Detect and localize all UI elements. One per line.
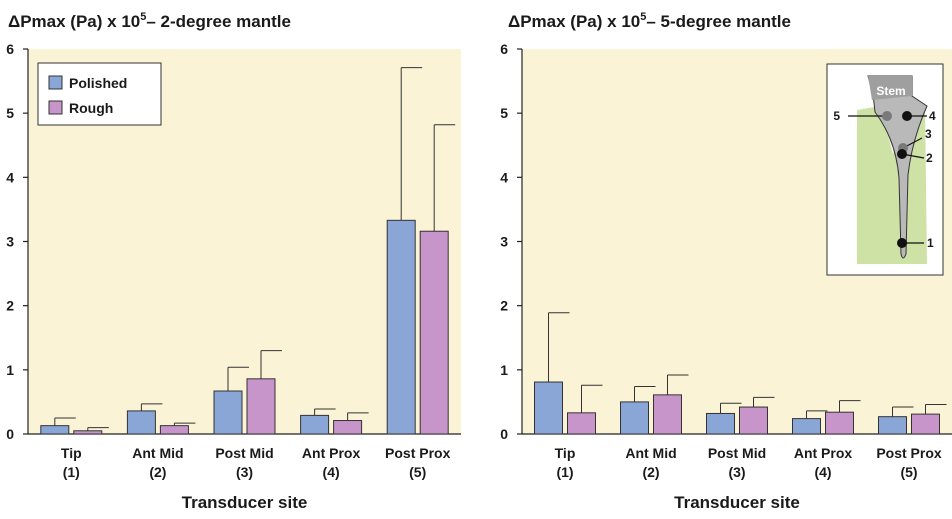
x-tick-sublabel: (1) [63,464,80,480]
stem-inset: Stem 5 4 3 2 1 [826,63,944,276]
y-tick-label: 1 [500,362,508,378]
bar-polished-2 [126,410,156,435]
bar-polished-1 [534,381,563,435]
chart-title-suffix: – 2-degree mantle [146,12,291,31]
y-tick-label: 3 [6,234,14,250]
x-tick-label: Ant Mid [132,445,183,461]
y-tick-label: 6 [6,41,14,57]
inset-stem-top [868,76,912,100]
legend-swatch-rough [48,100,63,115]
y-tick-label: 0 [6,426,14,442]
x-axis-label: Transducer site [182,493,308,512]
bar-polished-5 [878,416,907,435]
y-tick-label: 6 [500,41,508,57]
legend-box [37,62,162,126]
chart-title-sup: 5 [640,11,646,23]
chart-title-suffix: – 5-degree mantle [646,12,791,31]
bar-polished-2 [620,401,649,435]
y-tick-label: 3 [500,234,508,250]
inset-point-label-2: 2 [926,151,933,165]
bar-polished-4 [792,418,821,435]
x-tick-sublabel: (5) [900,464,917,480]
x-tick-sublabel: (3) [728,464,745,480]
x-tick-sublabel: (5) [409,464,426,480]
inset-point-2 [897,149,907,159]
y-tick-label: 0 [500,426,508,442]
y-tick-label: 5 [6,105,14,121]
legend: Polished Rough [37,62,162,126]
inset-point-label-5: 5 [833,109,840,123]
inset-point-label-1: 1 [927,236,934,250]
legend-label-rough: Rough [69,100,113,116]
inset-point-1 [897,238,907,248]
y-tick-label: 2 [500,298,508,314]
bar-rough-5 [419,230,449,435]
chart-title-prefix: ΔPmax (Pa) x 10 [8,12,140,31]
x-tick-label: Tip [61,445,82,461]
x-tick-label: Tip [555,445,576,461]
inset-point-label-4: 4 [929,109,936,123]
bar-rough-2 [159,425,189,435]
x-tick-label: Post Mid [215,445,273,461]
bar-polished-5 [386,219,416,435]
x-tick-label: Ant Prox [794,445,853,461]
bar-polished-3 [706,412,735,435]
x-tick-sublabel: (1) [556,464,573,480]
y-tick-label: 2 [6,298,14,314]
x-tick-sublabel: (2) [642,464,659,480]
legend-label-polished: Polished [69,75,127,91]
bar-rough-1 [567,412,596,435]
x-axis-label: Transducer site [674,493,800,512]
y-tick-label: 5 [500,105,508,121]
bar-polished-4 [300,414,330,435]
y-tick-label: 4 [6,169,14,185]
x-tick-sublabel: (4) [323,464,340,480]
inset-point-4 [902,111,912,121]
inset-stem-label: Stem [876,84,905,98]
chart-panel-1: ΔPmax (Pa) x 105– 2-degree mantle0123456… [6,11,461,512]
legend-swatch-polished [48,75,63,90]
bar-polished-3 [213,390,243,435]
x-tick-label: Ant Mid [625,445,676,461]
bar-rough-5 [911,413,940,435]
chart-title: ΔPmax (Pa) x 105– 2-degree mantle [8,11,291,31]
inset-point-label-3: 3 [925,127,932,141]
inset-stem [867,75,928,259]
x-tick-sublabel: (2) [149,464,166,480]
x-tick-label: Post Mid [708,445,766,461]
chart-title-prefix: ΔPmax (Pa) x 10 [508,12,640,31]
bar-rough-4 [333,420,363,435]
bar-rough-3 [739,406,768,435]
bar-rough-2 [653,394,682,435]
x-tick-label: Ant Prox [302,445,361,461]
x-tick-label: Post Prox [876,445,942,461]
bar-polished-1 [40,425,70,435]
inset-point-5 [882,111,892,121]
chart-title-sup: 5 [140,11,146,23]
chart-title: ΔPmax (Pa) x 105– 5-degree mantle [508,11,791,31]
bar-rough-4 [825,411,854,435]
bar-rough-1 [73,430,103,435]
x-tick-sublabel: (3) [236,464,253,480]
y-tick-label: 1 [6,362,14,378]
bar-rough-3 [246,378,276,435]
y-tick-label: 4 [500,169,508,185]
x-tick-sublabel: (4) [814,464,831,480]
x-tick-label: Post Prox [385,445,451,461]
